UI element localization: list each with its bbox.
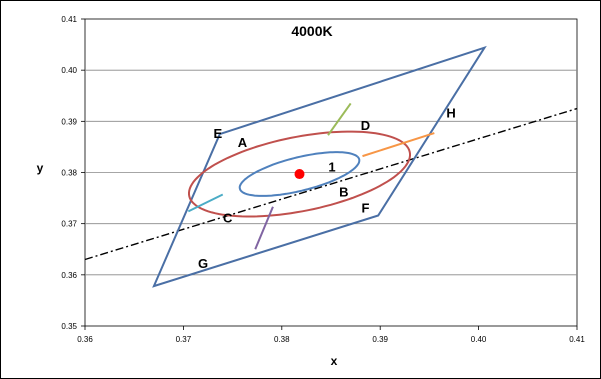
y-tick-label: 0.35 [61, 322, 77, 331]
tick-labels: 0.350.360.370.380.390.400.410.36 0.37 0.38… [61, 15, 585, 344]
y-tick-label: 0.40 [61, 66, 77, 75]
x-tick-label: 0.38 [274, 335, 290, 344]
x-tick-label: 0.36 [77, 335, 93, 344]
region-label-h: H [446, 106, 455, 121]
segment-cyan [187, 193, 224, 213]
y-tick-label: 0.37 [61, 220, 77, 229]
dashdot-line [84, 107, 578, 261]
region-labels: A B C D E F G H 1 [198, 106, 456, 271]
x-tick-label: 0.41 [569, 335, 585, 344]
y-tick-label: 0.36 [61, 271, 77, 280]
x-tick-label: 0.40 [471, 335, 487, 344]
outer-ellipse [188, 130, 411, 218]
quadrangle [152, 45, 487, 288]
inner-ellipse [238, 151, 361, 197]
y-tick-label: 0.39 [61, 117, 77, 126]
region-label-e: E [214, 126, 223, 141]
chart-title: 4000K [291, 23, 332, 39]
region-label-1: 1 [328, 159, 335, 174]
region-label-g: G [198, 256, 208, 271]
region-label-b: B [339, 184, 348, 199]
y-tick-label: 0.38 [61, 169, 77, 178]
segment-orange [362, 132, 435, 158]
y-tick-label: 0.41 [61, 15, 77, 24]
gridlines [81, 18, 578, 330]
plot-shapes [84, 45, 578, 288]
segment-green [327, 102, 352, 136]
region-label-a: A [238, 135, 248, 150]
y-axis-label: y [37, 161, 44, 175]
x-tick-label: 0.39 [372, 335, 388, 344]
center-point [294, 169, 305, 180]
region-label-f: F [361, 200, 369, 215]
x-tick-label: 0.37 [176, 335, 192, 344]
region-label-d: D [361, 118, 370, 133]
x-axis-label: x [331, 354, 338, 368]
segment-purple [254, 206, 274, 250]
region-label-c: C [223, 211, 233, 226]
